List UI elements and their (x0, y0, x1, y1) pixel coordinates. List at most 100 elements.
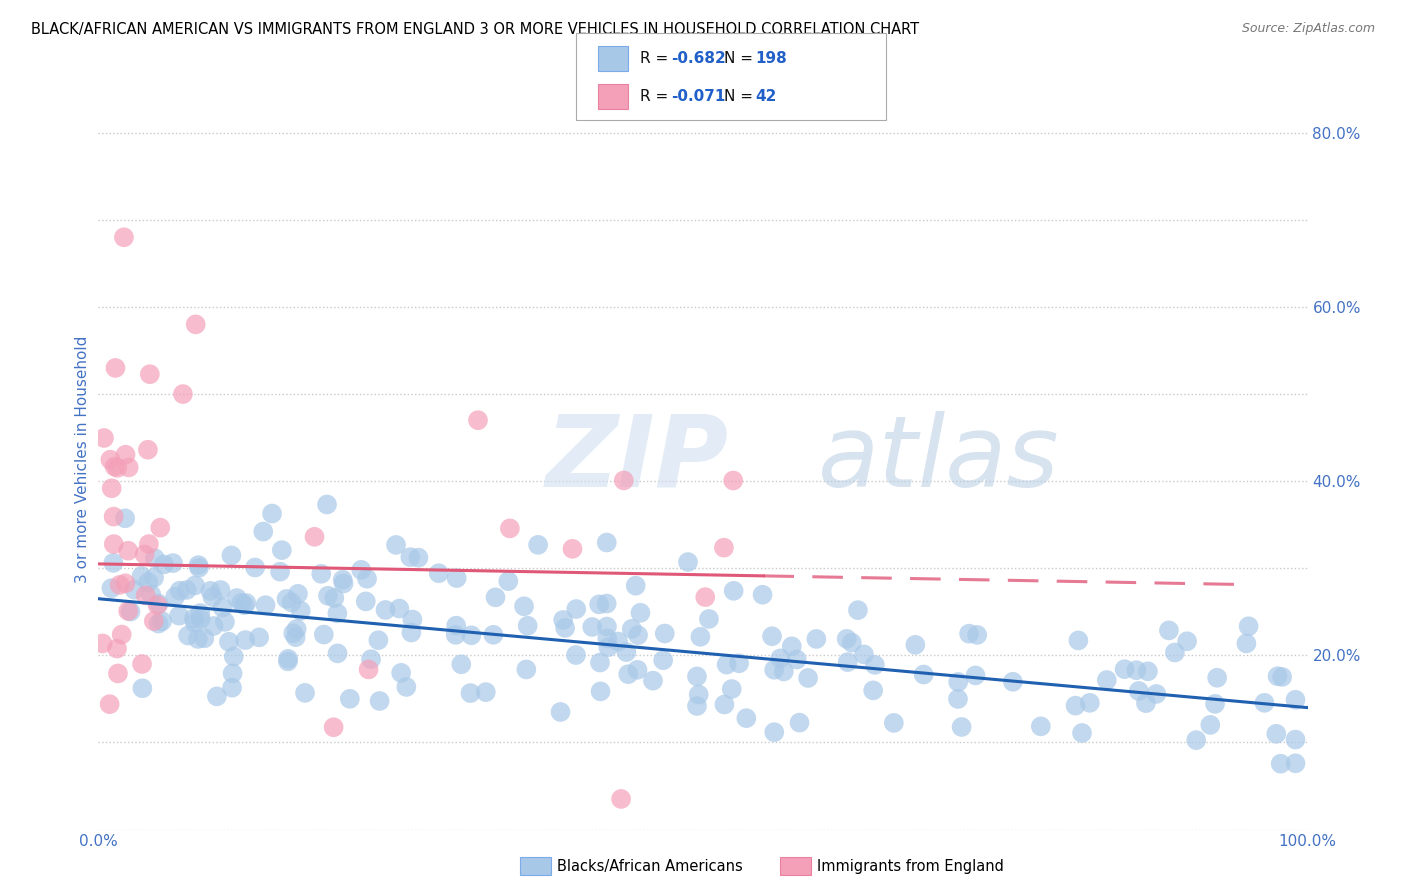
Point (444, 618, 467, 632)
Point (863, 657, 886, 672)
Point (283, 626, 305, 640)
Point (761, 629, 783, 643)
Point (118, 460, 141, 475)
Point (399, 550, 422, 565)
Point (1284, 732, 1306, 747)
Point (221, 666, 243, 681)
Point (616, 645, 638, 659)
Point (1199, 718, 1222, 732)
Point (806, 632, 828, 646)
Point (401, 613, 423, 627)
Point (177, 629, 200, 643)
Point (260, 507, 283, 521)
Point (565, 602, 588, 616)
Point (553, 613, 575, 627)
Point (276, 591, 298, 606)
Point (460, 628, 482, 642)
Point (689, 630, 711, 644)
Point (290, 604, 312, 618)
Point (187, 632, 209, 646)
Point (720, 681, 742, 696)
Point (1001, 674, 1024, 689)
Point (98, 452, 121, 467)
Point (221, 681, 243, 695)
Point (117, 543, 139, 558)
Point (389, 665, 412, 680)
Point (1071, 726, 1094, 740)
Point (312, 627, 335, 641)
Point (120, 605, 142, 619)
Text: ZIP: ZIP (546, 411, 728, 508)
Point (294, 686, 316, 700)
Point (446, 571, 468, 585)
Point (211, 600, 233, 615)
Point (367, 633, 389, 648)
Y-axis label: 3 or more Vehicles in Household: 3 or more Vehicles in Household (75, 335, 90, 583)
Point (187, 558, 209, 573)
Point (627, 628, 650, 642)
Point (339, 691, 361, 706)
Point (138, 537, 160, 551)
Point (1204, 697, 1226, 711)
Point (713, 698, 735, 712)
Point (188, 560, 211, 574)
Point (697, 612, 720, 626)
Point (1234, 636, 1257, 650)
Point (103, 459, 125, 474)
Point (277, 654, 299, 668)
Point (735, 711, 758, 725)
Point (624, 579, 647, 593)
Point (287, 587, 309, 601)
Point (142, 614, 165, 628)
Point (862, 683, 884, 698)
Point (589, 684, 612, 698)
Point (1125, 663, 1147, 677)
Point (596, 535, 619, 549)
Point (112, 230, 135, 244)
Text: Blacks/African Americans: Blacks/African Americans (557, 859, 742, 873)
Point (676, 555, 699, 569)
Point (100, 481, 122, 495)
Point (136, 442, 159, 457)
Point (167, 608, 190, 623)
Point (513, 599, 536, 614)
Point (172, 387, 194, 401)
Point (332, 573, 354, 587)
Point (620, 622, 643, 636)
Point (111, 627, 134, 641)
Point (202, 619, 225, 633)
Point (131, 657, 153, 671)
Point (852, 648, 875, 662)
Point (965, 668, 987, 682)
Point (1064, 698, 1087, 713)
Point (1135, 696, 1157, 710)
Point (950, 720, 973, 734)
Point (1157, 624, 1180, 638)
Point (1136, 665, 1159, 679)
Point (270, 543, 292, 558)
Point (499, 521, 522, 535)
Point (332, 576, 354, 591)
Point (1267, 669, 1289, 683)
Point (904, 638, 927, 652)
Point (247, 631, 270, 645)
Point (356, 572, 378, 586)
Point (103, 556, 125, 570)
Point (135, 588, 157, 602)
Point (98, 697, 121, 711)
Point (114, 576, 136, 591)
Point (322, 720, 344, 734)
Point (148, 616, 170, 631)
Point (205, 690, 228, 704)
Point (184, 615, 207, 630)
Point (93, 431, 115, 445)
Point (169, 583, 191, 598)
Point (565, 648, 588, 662)
Point (721, 474, 744, 488)
Point (200, 583, 222, 598)
Point (134, 548, 156, 562)
Point (688, 688, 710, 702)
Point (883, 715, 905, 730)
Point (948, 674, 970, 689)
Point (772, 665, 794, 679)
